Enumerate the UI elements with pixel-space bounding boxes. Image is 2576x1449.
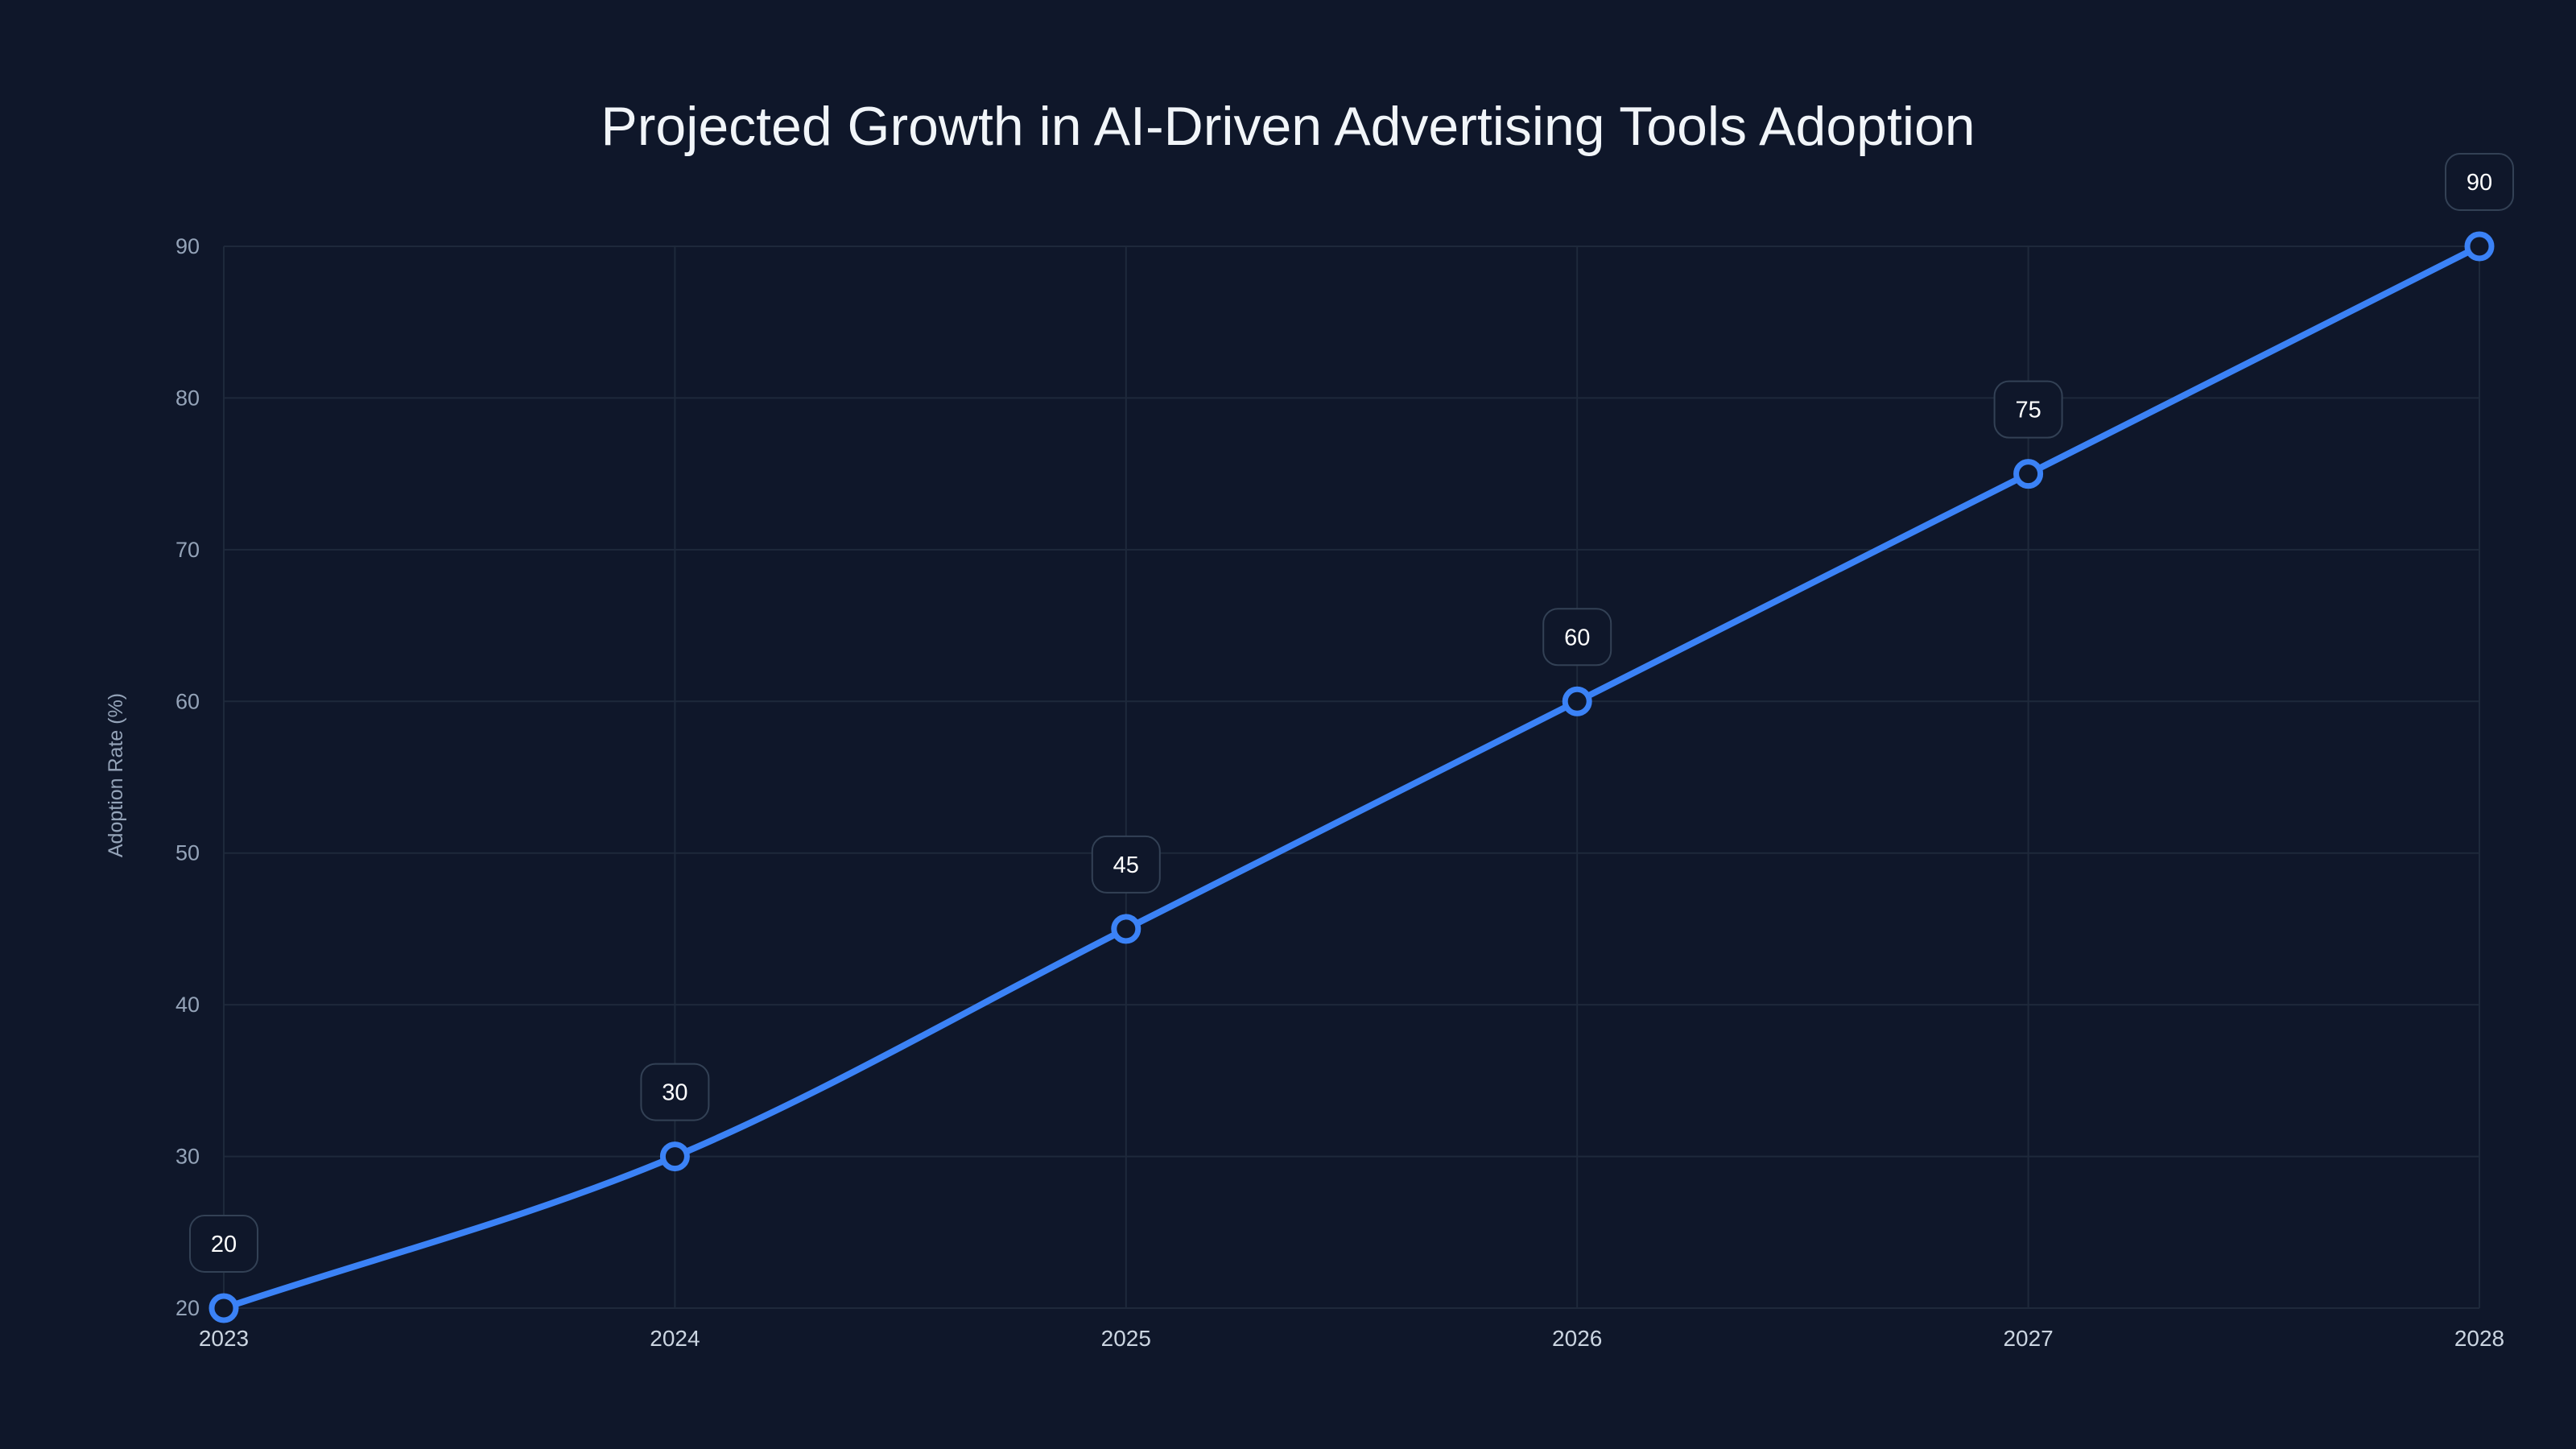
- x-tick-label: 2024: [650, 1326, 700, 1351]
- data-label-box: [1091, 835, 1161, 894]
- y-ticks: 20 30 40 50 60 70 80 90: [175, 234, 200, 1320]
- x-tick-label: 2028: [2454, 1326, 2504, 1351]
- data-point: [1111, 914, 1141, 944]
- y-tick-label: 60: [175, 689, 200, 713]
- data-point: [208, 1293, 239, 1323]
- data-label-box: [189, 1215, 258, 1273]
- y-tick-label: 80: [175, 386, 200, 410]
- data-label: 75: [2015, 398, 2041, 423]
- grid: [223, 246, 2480, 1309]
- y-tick-label: 30: [175, 1145, 200, 1169]
- data-label: 90: [2467, 170, 2492, 196]
- data-label-box: [1993, 380, 2063, 439]
- x-tick-label: 2027: [2003, 1326, 2053, 1351]
- x-ticks: 2023 2024 2025 2026 2027 2028: [199, 1326, 2504, 1351]
- data-point: [2013, 459, 2044, 489]
- x-tick-label: 2023: [199, 1326, 249, 1351]
- y-tick-label: 70: [175, 538, 200, 562]
- y-tick-label: 50: [175, 841, 200, 865]
- data-label-box: [2445, 153, 2514, 211]
- y-tick-label: 40: [175, 993, 200, 1017]
- y-tick-label: 20: [175, 1296, 200, 1320]
- data-label-box: [640, 1063, 710, 1121]
- series-line: [221, 243, 2483, 1311]
- data-label-box: [1542, 608, 1612, 667]
- data-label: 20: [211, 1232, 237, 1257]
- x-tick-label: 2025: [1101, 1326, 1151, 1351]
- data-points: [208, 231, 2495, 1323]
- data-point: [2464, 231, 2495, 262]
- data-labels: 20 30 45 60 75 90: [189, 153, 2514, 1273]
- data-point: [1562, 686, 1592, 716]
- data-point: [659, 1141, 690, 1172]
- data-label: 60: [1564, 625, 1590, 650]
- data-label: 30: [662, 1080, 687, 1106]
- x-tick-label: 2026: [1552, 1326, 1602, 1351]
- y-axis-label: Adoption Rate (%): [105, 693, 127, 857]
- data-label: 45: [1113, 852, 1139, 878]
- y-tick-label: 90: [175, 234, 200, 258]
- chart-title: Projected Growth in AI-Driven Advertisin…: [601, 96, 1975, 157]
